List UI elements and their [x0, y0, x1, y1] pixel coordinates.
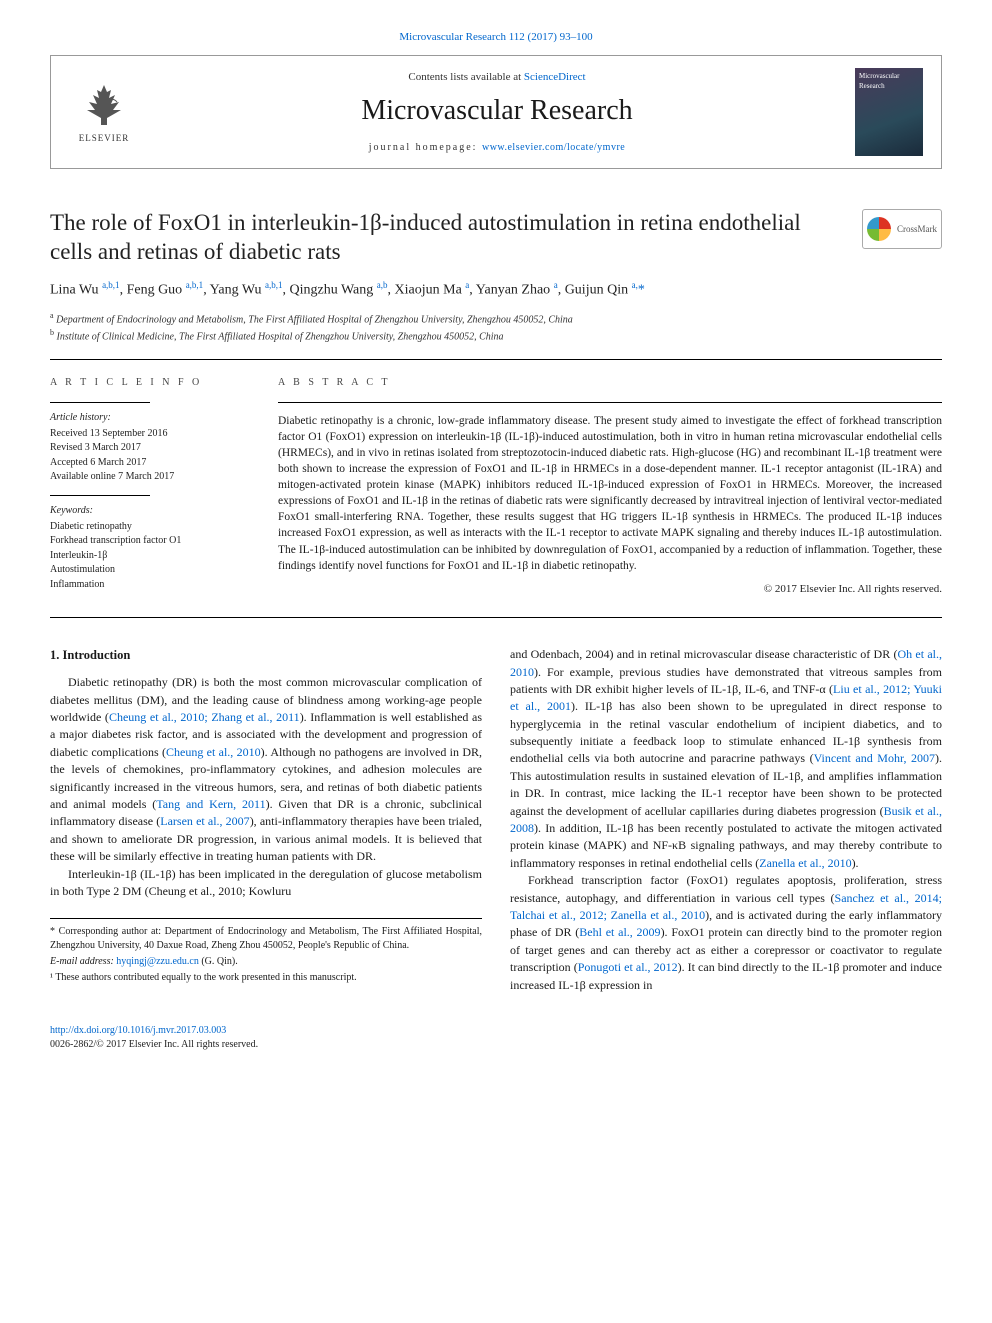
elsevier-logo: ELSEVIER — [69, 72, 139, 152]
email-link[interactable]: hyqingj@zzu.edu.cn — [116, 956, 199, 967]
contents-line: Contents lists available at ScienceDirec… — [139, 70, 855, 85]
title-block: The role of FoxO1 in interleukin-1β-indu… — [50, 209, 842, 267]
homepage-url[interactable]: www.elsevier.com/locate/ymvre — [482, 142, 625, 153]
cover-title: Microvascular Research — [859, 72, 919, 92]
keyword: Forkhead transcription factor O1 — [50, 534, 250, 549]
footnotes: * Corresponding author at: Department of… — [50, 918, 482, 985]
info-rule-1 — [50, 402, 150, 403]
keyword: Autostimulation — [50, 563, 250, 578]
article-info: A R T I C L E I N F O Article history: R… — [50, 376, 250, 597]
body-col-left: 1. Introduction Diabetic retinopathy (DR… — [50, 646, 482, 994]
corresponding-note: * Corresponding author at: Department of… — [50, 925, 482, 953]
affiliation-a: a Department of Endocrinology and Metabo… — [50, 310, 942, 327]
doi-link[interactable]: http://dx.doi.org/10.1016/j.mvr.2017.03.… — [50, 1024, 258, 1038]
contents-prefix: Contents lists available at — [408, 71, 523, 83]
tree-icon — [79, 80, 129, 130]
keyword: Diabetic retinopathy — [50, 520, 250, 535]
info-rule-2 — [50, 495, 150, 496]
footer-left: http://dx.doi.org/10.1016/j.mvr.2017.03.… — [50, 1024, 258, 1052]
equal-contrib-note: ¹ These authors contributed equally to t… — [50, 971, 482, 985]
body-paragraph: and Odenbach, 2004) and in retinal micro… — [510, 646, 942, 872]
publisher-name: ELSEVIER — [79, 132, 130, 145]
email-name: (G. Qin). — [199, 956, 238, 967]
abstract-text: Diabetic retinopathy is a chronic, low-g… — [278, 413, 942, 574]
history-label: Article history: — [50, 411, 250, 425]
crossmark-badge[interactable]: CrossMark — [862, 209, 942, 249]
rule-bottom — [50, 617, 942, 618]
abstract-copyright: © 2017 Elsevier Inc. All rights reserved… — [278, 582, 942, 597]
body-paragraph: Diabetic retinopathy (DR) is both the mo… — [50, 674, 482, 865]
abstract: A B S T R A C T Diabetic retinopathy is … — [278, 376, 942, 597]
body-paragraph: Interleukin-1β (IL-1β) has been implicat… — [50, 866, 482, 901]
homepage-prefix: journal homepage: — [369, 142, 482, 153]
body-columns: 1. Introduction Diabetic retinopathy (DR… — [50, 646, 942, 994]
issn-copyright: 0026-2862/© 2017 Elsevier Inc. All right… — [50, 1038, 258, 1052]
info-heading: A R T I C L E I N F O — [50, 376, 250, 390]
keywords-label: Keywords: — [50, 504, 250, 518]
email-label: E-mail address: — [50, 956, 116, 967]
crossmark-label: CrossMark — [897, 223, 937, 236]
journal-title: Microvascular Research — [139, 91, 855, 130]
journal-header: ELSEVIER Contents lists available at Sci… — [50, 55, 942, 169]
abstract-rule — [278, 402, 942, 403]
keyword: Interleukin-1β — [50, 549, 250, 564]
header-center: Contents lists available at ScienceDirec… — [139, 70, 855, 155]
history-revised: Revised 3 March 2017 — [50, 441, 250, 456]
email-note: E-mail address: hyqingj@zzu.edu.cn (G. Q… — [50, 955, 482, 969]
issue-citation: Microvascular Research 112 (2017) 93–100 — [50, 30, 942, 45]
crossmark-icon — [867, 217, 891, 241]
article-title: The role of FoxO1 in interleukin-1β-indu… — [50, 209, 842, 267]
affiliation-b: b Institute of Clinical Medicine, The Fi… — [50, 327, 942, 344]
section-heading: 1. Introduction — [50, 646, 482, 664]
body-paragraph: Forkhead transcription factor (FoxO1) re… — [510, 872, 942, 994]
authors-list: Lina Wu a,b,1, Feng Guo a,b,1, Yang Wu a… — [50, 279, 942, 300]
affiliations: a Department of Endocrinology and Metabo… — [50, 310, 942, 345]
page-footer: http://dx.doi.org/10.1016/j.mvr.2017.03.… — [50, 1024, 942, 1052]
title-row: The role of FoxO1 in interleukin-1β-indu… — [50, 209, 942, 267]
keyword: Inflammation — [50, 578, 250, 593]
history-online: Available online 7 March 2017 — [50, 470, 250, 485]
journal-cover-thumb: Microvascular Research — [855, 68, 923, 156]
homepage-line: journal homepage: www.elsevier.com/locat… — [139, 141, 855, 155]
sciencedirect-link[interactable]: ScienceDirect — [524, 71, 586, 83]
history-received: Received 13 September 2016 — [50, 427, 250, 442]
abstract-heading: A B S T R A C T — [278, 376, 942, 390]
history-accepted: Accepted 6 March 2017 — [50, 456, 250, 471]
body-col-right: and Odenbach, 2004) and in retinal micro… — [510, 646, 942, 994]
info-abstract-row: A R T I C L E I N F O Article history: R… — [50, 360, 942, 617]
